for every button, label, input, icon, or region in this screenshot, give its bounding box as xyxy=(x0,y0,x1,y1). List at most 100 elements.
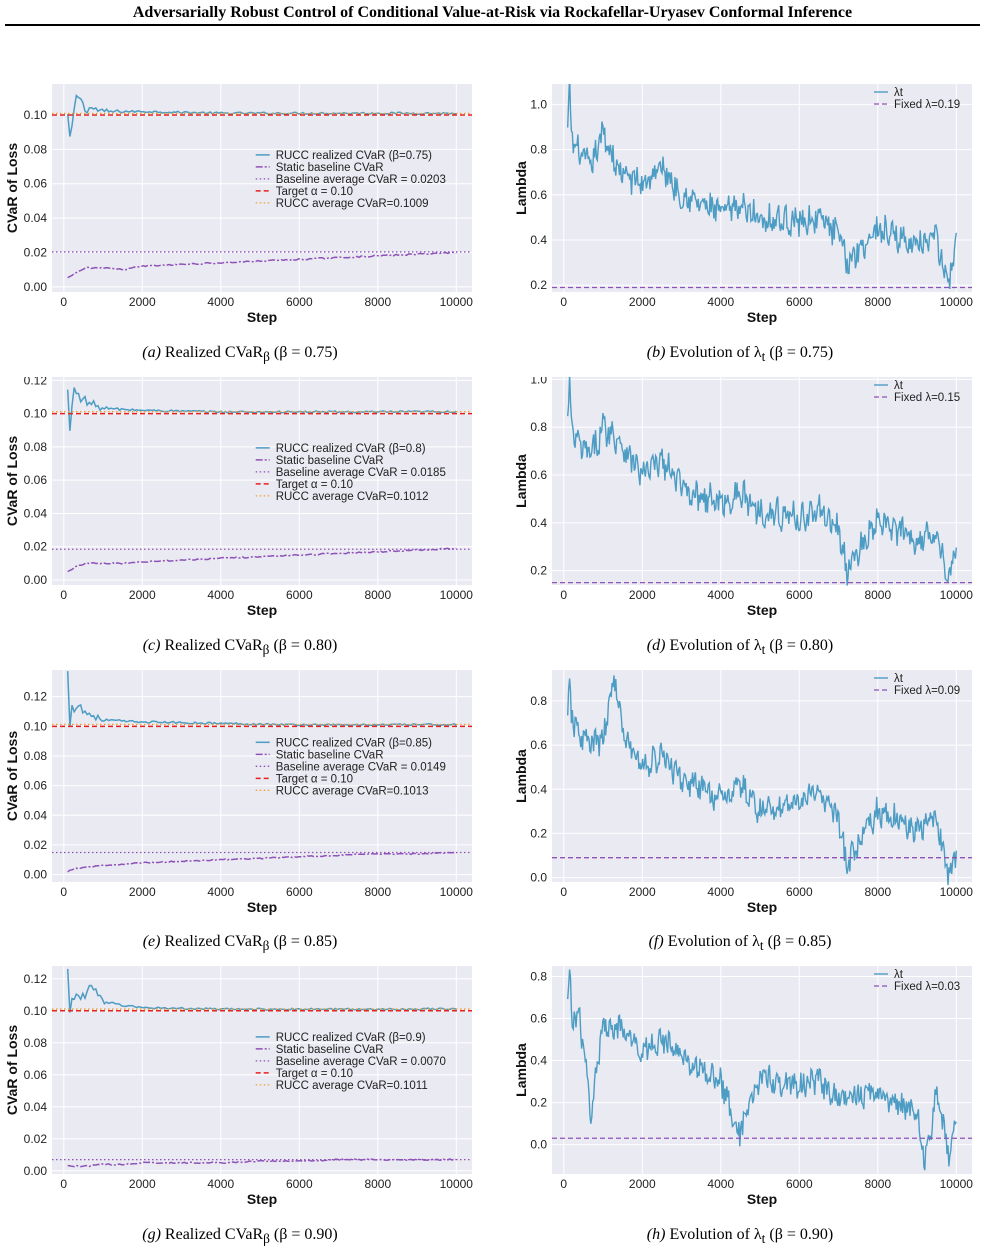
legend-entry: Fixed λ=0.03 xyxy=(894,981,960,993)
x-tick-label: 0 xyxy=(60,885,67,899)
y-tick-label: 0.00 xyxy=(24,280,48,294)
title-rule xyxy=(5,24,980,26)
legend-entry: Static baseline CVaR xyxy=(276,1044,384,1056)
y-tick-label: 0.2 xyxy=(530,564,547,578)
series-line-1 xyxy=(66,387,457,431)
y-tick-label: 0.4 xyxy=(530,782,547,796)
series-line-1 xyxy=(567,969,957,1171)
y-tick-label: 0.8 xyxy=(530,694,547,708)
x-tick-label: 8000 xyxy=(364,1177,391,1191)
chart-h-lambda-beta-090: 0 2000 4000 6000 8000 10000 0.0 0.2 0.4 0.6 0.8 Ste… xyxy=(513,966,974,1207)
legend: RUCC realized CVaR (β=0.8)Static baselin… xyxy=(255,443,446,503)
y-tick-label: 0.10 xyxy=(24,719,48,733)
legend-entry: Target α = 0.10 xyxy=(276,1068,353,1080)
series-line-2 xyxy=(67,1158,457,1168)
plot-area xyxy=(52,670,472,882)
series-group xyxy=(52,387,472,573)
y-tick-label: 0.04 xyxy=(24,506,48,520)
plot-area xyxy=(552,377,972,585)
x-axis-label: Step xyxy=(247,1191,277,1207)
y-tick-label: 0.10 xyxy=(24,108,48,122)
y-tick-label: 0.6 xyxy=(530,188,547,202)
y-axis-label: CVaR of Loss xyxy=(4,731,20,821)
x-tick-label: 8000 xyxy=(864,885,891,899)
x-tick-label: 2000 xyxy=(629,885,656,899)
caption-b: (b) Evolution of λt (β = 0.75) xyxy=(646,344,834,365)
y-tick-label: 0.10 xyxy=(24,407,48,421)
y-tick-label: 0.08 xyxy=(24,440,48,454)
series-line-1 xyxy=(66,94,457,137)
plot-area xyxy=(552,966,972,1174)
legend-entry: RUCC average CVaR=0.1011 xyxy=(276,1080,428,1092)
x-tick-label: 6000 xyxy=(786,588,813,602)
legend: RUCC realized CVaR (β=0.75)Static baseli… xyxy=(255,150,446,210)
caption-d: (d) Evolution of λt (β = 0.80) xyxy=(646,637,834,658)
x-axis-label: Step xyxy=(247,602,277,618)
x-tick-label: 0 xyxy=(560,885,567,899)
series-group xyxy=(552,377,972,586)
y-tick-label: 0.6 xyxy=(530,468,547,482)
series-line-1 xyxy=(567,84,957,290)
x-axis-label: Step xyxy=(747,899,777,915)
x-tick-label: 2000 xyxy=(129,1177,156,1191)
x-axis-label: Step xyxy=(747,309,777,325)
y-tick-label: 0.08 xyxy=(24,749,48,763)
legend-entry: RUCC average CVaR=0.1009 xyxy=(276,198,429,210)
plot-area xyxy=(552,670,972,882)
caption-c: (c) Realized CVaRβ (β = 0.80) xyxy=(142,637,338,658)
plot-area xyxy=(552,84,972,292)
caption-h: (h) Evolution of λt (β = 0.90) xyxy=(646,1226,834,1247)
y-tick-label: 1.0 xyxy=(530,377,547,386)
series-line-2 xyxy=(67,251,457,279)
x-tick-label: 6000 xyxy=(786,885,813,899)
y-axis-label: Lambda xyxy=(513,454,529,508)
y-tick-label: 0.02 xyxy=(24,1132,48,1146)
series-group xyxy=(552,969,972,1171)
y-tick-label: 0.04 xyxy=(24,211,48,225)
x-tick-label: 10000 xyxy=(940,588,974,602)
y-tick-label: 0.06 xyxy=(24,1068,48,1082)
y-axis-label: Lambda xyxy=(513,749,529,803)
series-line-2 xyxy=(67,851,457,873)
y-tick-label: 0.4 xyxy=(530,516,547,530)
plot-area xyxy=(52,966,472,1174)
x-tick-label: 2000 xyxy=(629,1177,656,1191)
x-tick-label: 0 xyxy=(60,588,67,602)
y-tick-label: 0.10 xyxy=(24,1004,48,1018)
series-group xyxy=(52,94,472,279)
legend-entry: RUCC average CVaR=0.1012 xyxy=(276,491,429,503)
x-tick-label: 10000 xyxy=(940,295,974,309)
x-tick-label: 2000 xyxy=(129,588,156,602)
x-tick-label: 6000 xyxy=(286,885,313,899)
y-axis-label: CVaR of Loss xyxy=(4,1025,20,1115)
y-tick-label: 0.2 xyxy=(530,278,547,292)
x-tick-label: 4000 xyxy=(207,885,234,899)
x-tick-label: 4000 xyxy=(707,588,734,602)
series-line-1 xyxy=(66,671,457,727)
x-tick-label: 0 xyxy=(60,1177,67,1191)
legend-entry: Static baseline CVaR xyxy=(276,749,384,761)
legend-entry: Target α = 0.10 xyxy=(276,773,353,785)
y-axis-label: Lambda xyxy=(513,161,529,215)
y-tick-label: 0.08 xyxy=(24,142,48,156)
y-tick-label: 0.8 xyxy=(530,970,547,984)
legend-entry: Baseline average CVaR = 0.0070 xyxy=(276,1056,446,1068)
x-tick-label: 2000 xyxy=(129,295,156,309)
chart-a-cvar-beta-075: 0 2000 4000 6000 8000 10000 0.00 0.02 0.04 0.06 0.… xyxy=(4,84,473,325)
x-tick-label: 8000 xyxy=(864,295,891,309)
x-axis-label: Step xyxy=(247,309,277,325)
y-tick-label: 0.02 xyxy=(24,245,48,259)
y-tick-label: 0.6 xyxy=(530,738,547,752)
legend: RUCC realized CVaR (β=0.85)Static baseli… xyxy=(255,737,446,797)
series-line-1 xyxy=(66,968,457,1013)
series-group xyxy=(52,968,472,1168)
series-group xyxy=(552,84,972,290)
x-tick-label: 4000 xyxy=(707,1177,734,1191)
y-tick-label: 0.06 xyxy=(24,177,48,191)
x-tick-label: 10000 xyxy=(940,1177,974,1191)
legend-entry: λt xyxy=(894,87,904,99)
